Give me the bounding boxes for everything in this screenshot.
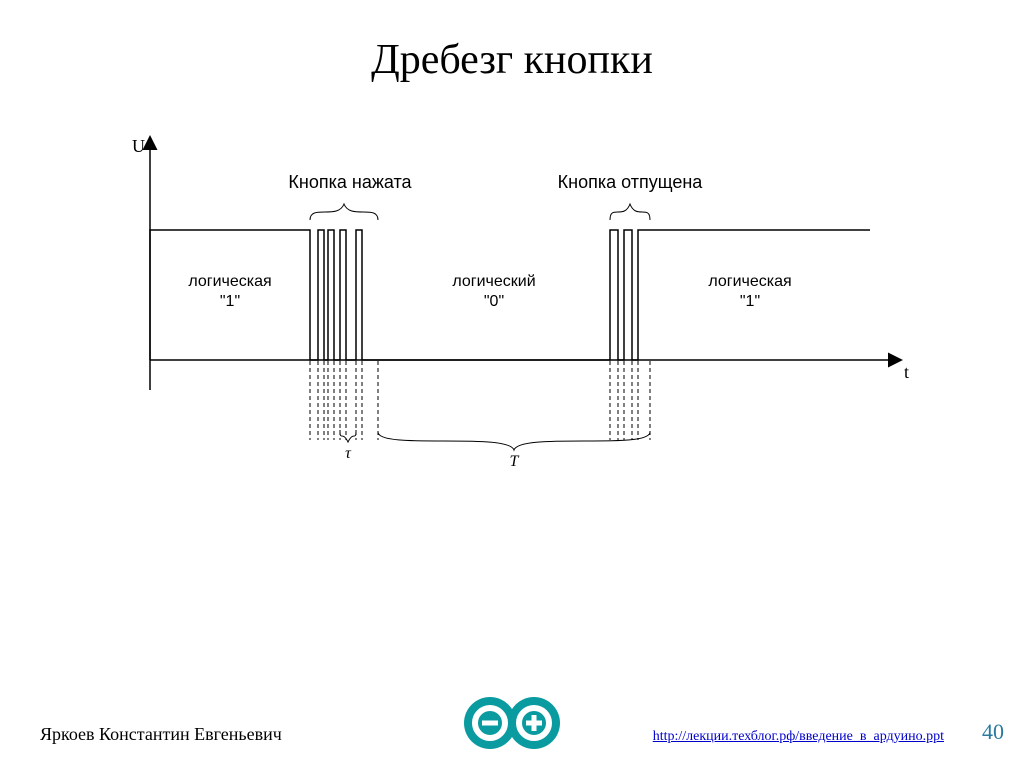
svg-text:"0": "0": [484, 293, 504, 310]
svg-text:τ: τ: [345, 445, 352, 462]
slide-title: Дребезг кнопки: [0, 36, 1024, 84]
author-name: Яркоев Константин Евгеньевич: [40, 724, 282, 745]
svg-text:логическая: логическая: [708, 273, 791, 290]
slide-footer: Яркоев Константин Евгеньевич http://лекц…: [0, 685, 1024, 745]
bounce-diagram: Ut Кнопка нажата Кнопка отпущена логическая…: [110, 130, 930, 510]
svg-text:U: U: [132, 136, 145, 156]
svg-text:Кнопка нажата: Кнопка нажата: [288, 172, 412, 192]
page-number: 40: [982, 719, 1004, 745]
svg-text:Кнопка отпущена: Кнопка отпущена: [558, 172, 704, 192]
svg-text:логический: логический: [452, 273, 535, 290]
source-link[interactable]: http://лекции.техблог.рф/введение_в_арду…: [653, 729, 944, 745]
svg-text:"1": "1": [740, 293, 760, 310]
svg-text:логическая: логическая: [188, 273, 271, 290]
svg-text:t: t: [904, 362, 909, 382]
svg-text:T: T: [510, 453, 520, 470]
arduino-logo-icon: [452, 693, 572, 753]
svg-text:"1": "1": [220, 293, 240, 310]
